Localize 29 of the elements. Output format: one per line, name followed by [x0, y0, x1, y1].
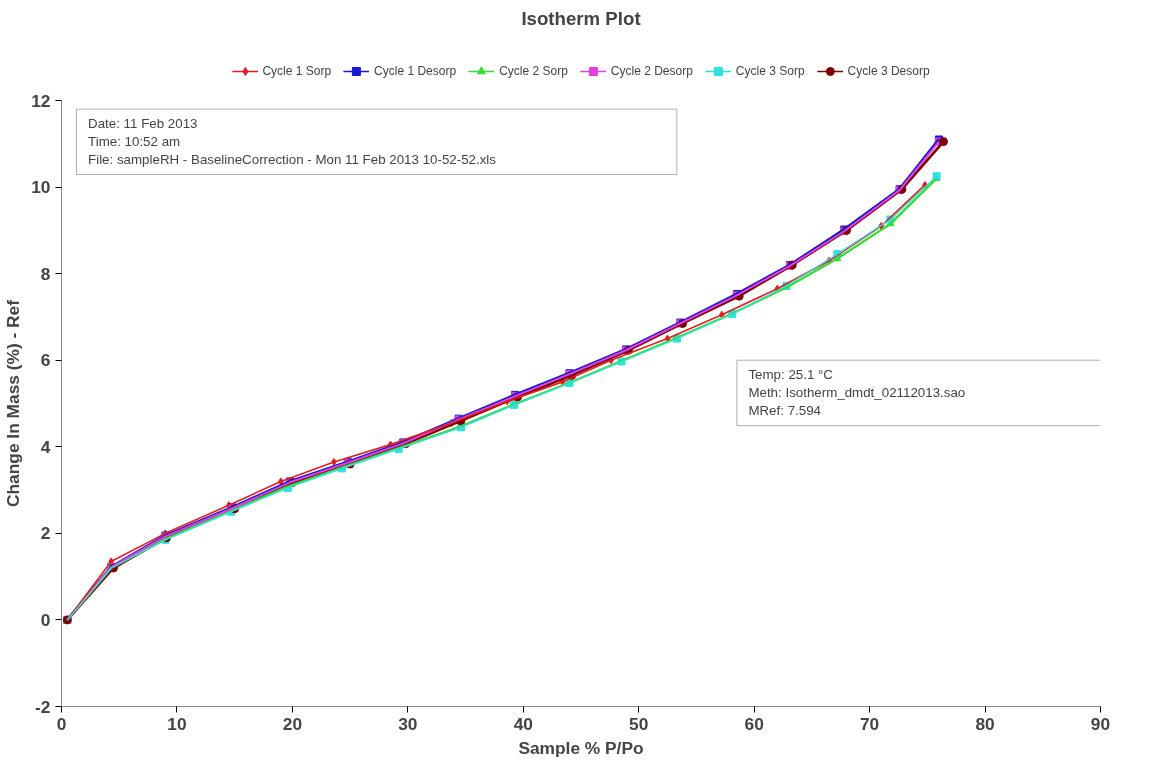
- y-tick-label: 10: [31, 177, 51, 198]
- y-tick-label: 6: [40, 350, 51, 371]
- legend-label: Cycle 3 Sorp: [735, 64, 805, 78]
- x-tick-label: 90: [1090, 713, 1111, 734]
- x-tick-label: 80: [975, 713, 995, 734]
- x-tick-label: 60: [744, 713, 764, 734]
- legend-label: Cycle 2 Desorp: [610, 64, 693, 78]
- legend-label: Cycle 1 Desorp: [374, 64, 457, 78]
- legend-label: Cycle 2 Sorp: [499, 64, 568, 78]
- x-tick-label: 0: [56, 713, 67, 734]
- x-tick-label: 20: [282, 713, 303, 734]
- legend-label: Cycle 3 Desorp: [847, 64, 930, 78]
- x-axis-title: Sample % P/Po: [518, 737, 644, 758]
- y-tick-label: 2: [40, 523, 51, 544]
- y-tick-label: 8: [40, 263, 51, 284]
- y-axis-title: Change In Mass (%) - Ref: [3, 299, 24, 507]
- y-tick-label: -2: [35, 696, 51, 717]
- y-tick-label: 4: [40, 436, 51, 457]
- y-tick-label: 0: [40, 609, 51, 630]
- legend-label: Cycle 1 Sorp: [262, 64, 332, 78]
- annotation: Temp: 25.1 °C Meth: Isotherm_dmdt_02112013.sao MRef: 7.594: [748, 366, 966, 418]
- chart-title: Isotherm Plot: [521, 7, 641, 29]
- x-tick-label: 70: [859, 713, 880, 734]
- x-tick-label: 10: [167, 713, 187, 734]
- annotation: Date: 11 Feb 2013 Time: 10:52 am File: sampleRH - BaselineCorrection - Mon 11 Feb 2013 10-52-52.xls: [88, 115, 497, 167]
- x-tick-label: 40: [513, 713, 533, 734]
- x-tick-label: 30: [398, 713, 418, 734]
- y-tick-label: 12: [31, 90, 51, 111]
- x-tick-label: 50: [629, 713, 649, 734]
